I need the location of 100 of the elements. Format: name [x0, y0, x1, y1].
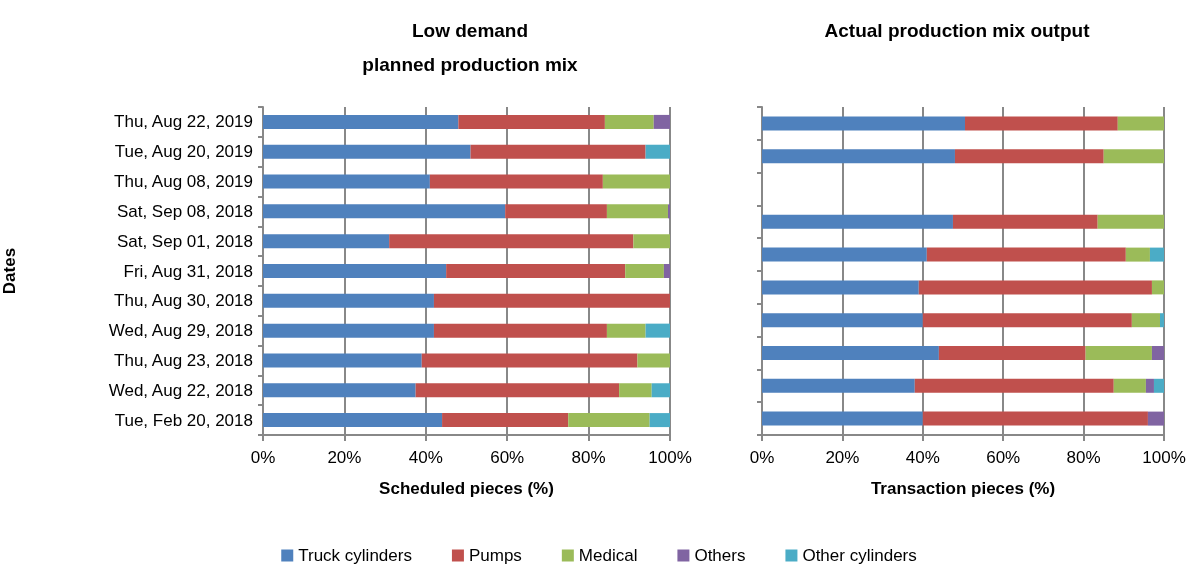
bar — [1159, 313, 1164, 328]
bar — [263, 383, 416, 398]
bar — [645, 323, 670, 338]
bar — [762, 411, 923, 426]
bar — [263, 413, 443, 428]
bar — [433, 293, 670, 308]
bar — [446, 264, 626, 278]
chart-title: Low demand planned production mix — [362, 19, 579, 75]
bar — [954, 149, 1104, 164]
bar — [762, 280, 919, 295]
bar — [645, 144, 670, 159]
bar — [1151, 280, 1164, 295]
bar — [263, 144, 471, 159]
y-tick-label: Sat, Sep 08, 2018 — [116, 201, 253, 221]
bar — [1113, 378, 1146, 393]
legend-label: Truck cylinders — [298, 546, 412, 565]
bar — [914, 378, 1114, 393]
bar — [1149, 247, 1164, 262]
bar — [762, 116, 966, 131]
x-tick-label: 60% — [986, 448, 1021, 467]
bar — [263, 293, 434, 308]
bar — [667, 204, 670, 219]
bar — [1145, 378, 1154, 393]
x-tick-label: 0% — [749, 448, 775, 467]
bar — [663, 264, 670, 278]
bar — [263, 174, 430, 189]
bar — [1117, 116, 1164, 131]
legend-label: Medical — [578, 546, 638, 565]
x-tick-label: 80% — [571, 448, 606, 467]
bar — [604, 114, 654, 129]
bar — [415, 383, 620, 398]
chart-title: Actual production mix output — [824, 19, 1091, 41]
bar — [606, 204, 668, 219]
y-tick-label: Thu, Aug 08, 2019 — [114, 172, 253, 192]
x-tick-label: 20% — [327, 448, 362, 467]
bar — [637, 353, 670, 368]
bar — [922, 411, 1148, 426]
y-tick-label: Thu, Aug 22, 2019 — [114, 112, 253, 132]
y-tick-label: Tue, Aug 20, 2019 — [114, 142, 253, 162]
bar — [1097, 214, 1164, 229]
bar — [619, 383, 652, 398]
x-tick-label: 100% — [1142, 448, 1186, 467]
bar — [505, 204, 607, 219]
bar — [762, 247, 927, 262]
bar — [1147, 411, 1164, 426]
bar — [1125, 247, 1150, 262]
bar — [263, 353, 422, 368]
x-tick-label: 0% — [250, 448, 276, 467]
bar — [1153, 378, 1164, 393]
bar — [606, 323, 646, 338]
y-tick-label: Thu, Aug 23, 2018 — [114, 350, 253, 370]
bar — [263, 114, 459, 129]
legend-label: Others — [694, 546, 746, 565]
bar — [568, 413, 650, 428]
bar — [922, 313, 1132, 328]
y-tick-label: Fri, Aug 31, 2018 — [123, 261, 253, 281]
y-tick-label: Thu, Aug 30, 2018 — [114, 291, 253, 311]
x-tick-label: 40% — [905, 448, 940, 467]
bar — [389, 234, 634, 249]
y-tick-label: Sat, Sep 01, 2018 — [116, 231, 253, 251]
x-tick-label: 20% — [825, 448, 860, 467]
bar — [263, 323, 434, 338]
bar — [762, 214, 953, 229]
bar — [602, 174, 670, 189]
bar — [952, 214, 1098, 229]
bar — [762, 378, 915, 393]
bar — [1151, 346, 1164, 360]
bar — [965, 116, 1118, 131]
bar — [429, 174, 603, 189]
bar — [458, 114, 605, 129]
bar — [762, 346, 939, 360]
bar — [633, 234, 670, 249]
bar — [938, 346, 1086, 360]
bar — [433, 323, 607, 338]
bar — [470, 144, 646, 159]
y-tick-label: Wed, Aug 22, 2018 — [108, 380, 253, 400]
bar — [263, 204, 506, 219]
bar — [649, 413, 670, 428]
x-axis-title: Scheduled pieces (%) — [379, 479, 554, 498]
bar — [442, 413, 569, 428]
bar — [653, 114, 670, 129]
bar — [651, 383, 670, 398]
bar — [263, 264, 447, 278]
y-tick-label: Wed, Aug 29, 2018 — [108, 321, 253, 341]
bar — [762, 149, 955, 164]
y-tick-label: Tue, Feb 20, 2018 — [114, 410, 253, 430]
x-tick-label: 80% — [1066, 448, 1101, 467]
bar — [762, 313, 923, 328]
x-tick-label: 100% — [648, 448, 692, 467]
bar — [1085, 346, 1152, 360]
x-tick-label: 60% — [490, 448, 525, 467]
legend-label: Pumps — [468, 546, 522, 565]
x-axis-title: Transaction pieces (%) — [870, 479, 1056, 498]
bar — [625, 264, 664, 278]
bar — [263, 234, 390, 249]
bar — [1103, 149, 1164, 164]
y-axis-title: Dates — [0, 247, 19, 295]
legend-label: Other cylinders — [802, 546, 917, 565]
bar — [926, 247, 1126, 262]
bar — [421, 353, 638, 368]
